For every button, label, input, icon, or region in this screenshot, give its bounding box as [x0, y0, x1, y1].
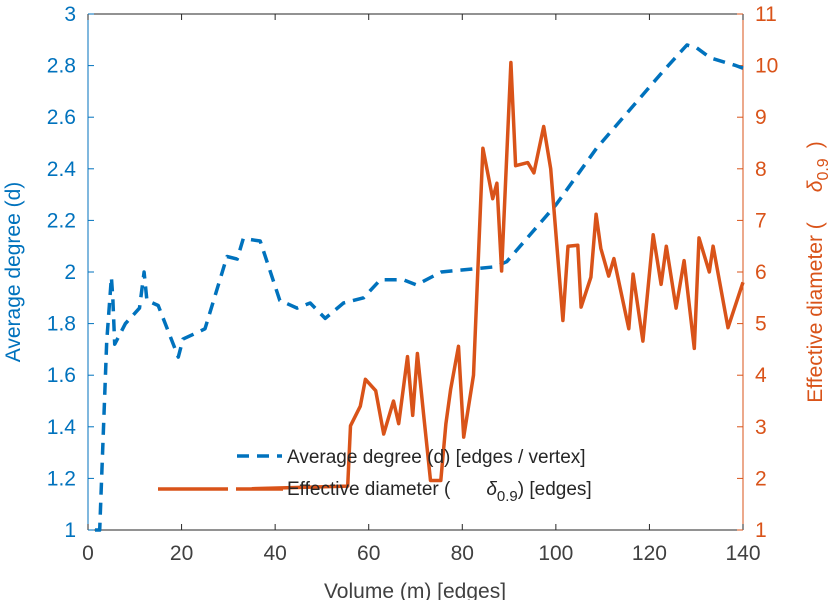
- legend: Average degree (d) [edges / vertex] Effe…: [158, 447, 592, 505]
- y-right-tick-label: 1: [755, 519, 767, 542]
- average-degree-line: [95, 43, 744, 532]
- effective-diameter-line: [251, 60, 745, 491]
- x-tick-label: 140: [725, 542, 760, 565]
- x-tick-label: 60: [357, 542, 380, 565]
- y-right-tick-label: 7: [755, 209, 767, 232]
- y-axis-left-label: Average degree (d): [2, 182, 25, 363]
- y-left-tick-label: 1.6: [47, 364, 76, 387]
- y-right-tick-label: 4: [755, 364, 767, 387]
- y-left-tick-label: 2: [64, 261, 76, 284]
- y-left-tick-label: 1.4: [47, 416, 77, 439]
- y-left-tick-label: 2.8: [47, 55, 76, 78]
- y-left-tick-label: 2.4: [47, 158, 77, 181]
- y-right-tick-label: 8: [755, 158, 767, 181]
- y-right-tick-label: 6: [755, 261, 767, 284]
- x-tick-label: 40: [263, 542, 286, 565]
- y-right-tick-label: 10: [755, 55, 778, 78]
- y-right-tick-label: 11: [755, 3, 777, 26]
- x-tick-label: 120: [632, 542, 667, 565]
- y-left-tick-label: 1.2: [47, 467, 76, 490]
- legend-label-average-degree: Average degree (d) [edges / vertex]: [287, 447, 586, 468]
- y-left-tick-label: 3: [64, 3, 76, 26]
- x-axis-label: Volume (m) [edges]: [324, 580, 506, 600]
- y-axis-right-label: Effective diameter (δ0.9): [804, 141, 832, 402]
- x-tick-label: 20: [170, 542, 193, 565]
- y-left-tick-label: 1.8: [47, 313, 76, 336]
- y-right-tick-label: 3: [755, 416, 767, 439]
- x-tick-label: 0: [82, 542, 94, 565]
- series-group: [95, 43, 745, 532]
- x-tick-label: 80: [451, 542, 474, 565]
- legend-label-effective-diameter: Effective diameter (δ0.9) [edges]: [287, 479, 592, 505]
- y-right-tick-label: 9: [755, 106, 767, 129]
- y-left-tick-label: 2.2: [47, 209, 76, 232]
- y-left-tick-label: 1: [64, 519, 76, 542]
- axes: 0 20 40 60 80 100 120 14011.21.41.61.822.22.42.…: [47, 3, 779, 565]
- y-right-tick-label: 2: [755, 467, 767, 490]
- y-left-tick-label: 2.6: [47, 106, 76, 129]
- x-tick-label: 100: [538, 542, 573, 565]
- y-right-tick-label: 5: [755, 313, 767, 336]
